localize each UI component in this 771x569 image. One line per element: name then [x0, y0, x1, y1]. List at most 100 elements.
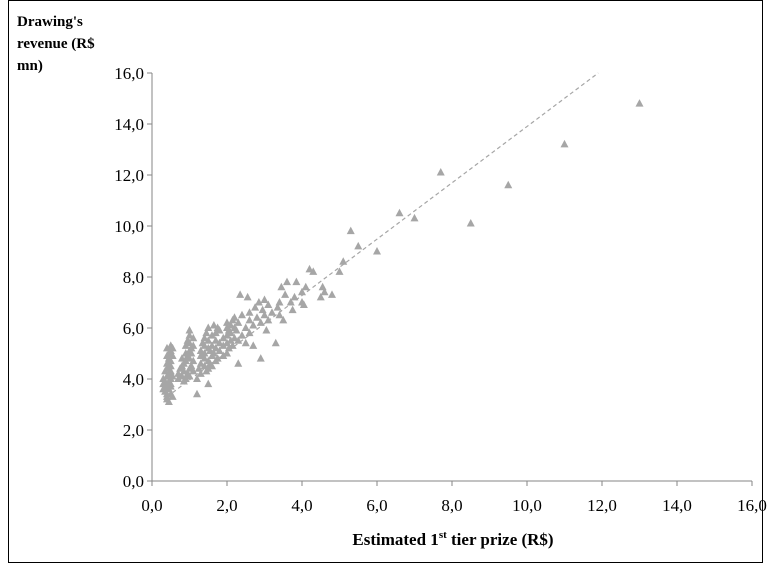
data-point — [436, 167, 445, 176]
data-point — [271, 338, 280, 347]
data-point — [241, 338, 250, 347]
data-point — [202, 328, 211, 337]
data-point — [204, 336, 213, 344]
data-point — [245, 328, 254, 337]
data-point — [196, 359, 205, 367]
data-point — [213, 354, 222, 362]
data-point — [226, 320, 235, 329]
data-point — [273, 303, 282, 311]
data-point — [200, 333, 209, 342]
data-point — [268, 308, 276, 316]
data-point — [223, 331, 231, 339]
x-axis-title-sup: st — [439, 529, 447, 541]
data-point — [339, 257, 348, 265]
y-tick-label: 6,0 — [123, 319, 144, 338]
data-point — [232, 326, 241, 334]
data-point — [230, 313, 239, 321]
data-point — [208, 341, 216, 349]
data-point — [299, 300, 308, 309]
data-point — [168, 392, 177, 400]
data-point — [189, 333, 198, 342]
data-point — [466, 218, 475, 227]
data-point — [504, 180, 513, 189]
data-point — [256, 318, 265, 326]
data-point — [234, 336, 243, 344]
data-point — [249, 320, 258, 329]
data-point — [181, 341, 190, 349]
data-point — [200, 349, 209, 357]
x-tick-label: 12,0 — [587, 496, 617, 515]
data-point — [234, 318, 243, 326]
data-point — [245, 308, 254, 316]
data-point — [264, 300, 273, 309]
data-point — [279, 315, 288, 324]
data-point — [166, 382, 175, 390]
data-point — [301, 282, 310, 291]
y-axis-title-line-2: revenue (R$ — [17, 36, 95, 52]
data-point — [164, 397, 173, 405]
data-point — [254, 298, 263, 306]
data-point — [298, 287, 306, 296]
data-point — [288, 305, 297, 314]
chart-frame — [8, 0, 763, 563]
data-point — [238, 331, 246, 339]
x-axis-title-pre: Estimated 1 — [352, 530, 438, 549]
data-point — [185, 354, 194, 362]
data-point — [283, 277, 291, 286]
data-point — [223, 318, 231, 326]
data-point — [168, 343, 177, 352]
x-tick-label: 16,0 — [737, 496, 767, 515]
data-point — [318, 282, 327, 291]
x-tick-label: 14,0 — [662, 496, 692, 515]
data-point — [346, 226, 355, 235]
data-point — [181, 356, 190, 365]
data-point — [196, 369, 205, 377]
y-axis-title-line-3: mn) — [17, 58, 43, 74]
data-point — [256, 354, 265, 362]
data-point — [219, 333, 228, 342]
data-point — [226, 328, 235, 337]
data-point — [373, 247, 381, 255]
data-point — [185, 371, 194, 380]
data-point — [230, 333, 239, 342]
data-point — [560, 139, 569, 148]
x-tick-label: 10,0 — [512, 496, 542, 515]
data-point — [181, 374, 190, 382]
data-point — [262, 326, 271, 334]
data-point — [395, 208, 404, 217]
data-point — [196, 351, 205, 360]
data-point — [189, 356, 198, 365]
data-point — [253, 313, 261, 321]
data-point — [328, 290, 336, 298]
data-point — [234, 359, 243, 367]
data-point — [193, 374, 201, 382]
data-point — [275, 298, 284, 306]
data-point — [238, 310, 246, 319]
data-point — [211, 336, 220, 344]
y-tick-label: 12,0 — [114, 166, 144, 185]
data-point — [174, 369, 183, 377]
data-point — [215, 346, 224, 354]
data-point — [179, 366, 188, 375]
data-point — [410, 213, 419, 222]
data-point — [249, 341, 258, 349]
data-point — [215, 326, 224, 334]
data-point — [243, 292, 252, 301]
data-point — [309, 267, 318, 275]
data-point — [204, 379, 213, 388]
data-point — [241, 323, 250, 331]
data-point — [215, 338, 224, 347]
y-tick-label: 14,0 — [114, 115, 144, 134]
data-point — [316, 292, 325, 301]
y-tick-label: 0,0 — [123, 472, 144, 491]
data-point — [204, 364, 213, 372]
data-point — [193, 389, 201, 398]
y-tick-label: 16,0 — [114, 64, 144, 83]
data-point — [286, 298, 295, 306]
x-axis-title-post: tier prize (R$) — [447, 530, 554, 549]
data-point — [209, 349, 218, 357]
y-axis-title-line-1: Drawing's — [17, 14, 83, 30]
data-point — [208, 331, 216, 339]
data-point — [290, 292, 299, 301]
